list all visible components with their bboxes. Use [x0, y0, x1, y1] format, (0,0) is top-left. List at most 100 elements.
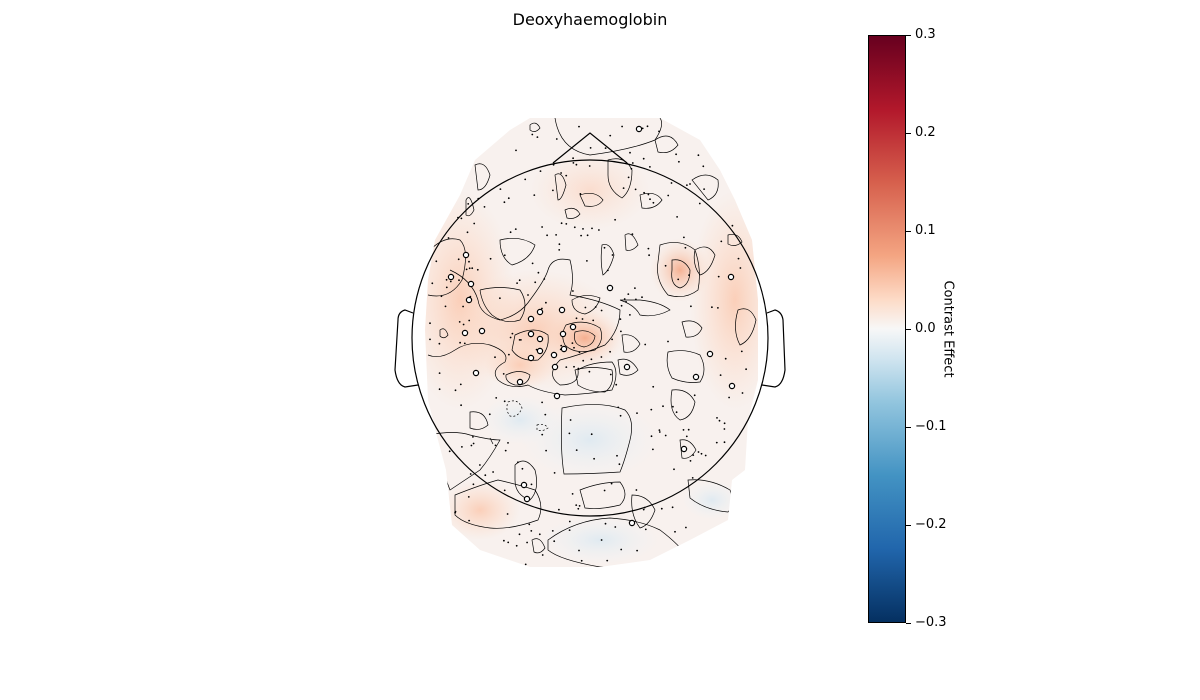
- colorbar-label: Contrast Effect: [940, 280, 956, 378]
- highlighted-channel: [536, 308, 544, 316]
- highlighted-channel: [727, 273, 735, 281]
- sensor-dot: [620, 330, 622, 333]
- sensor-dot: [435, 204, 437, 207]
- sensor-dot: [541, 554, 544, 556]
- sensor-dot: [471, 267, 474, 270]
- highlighted-channel: [558, 306, 566, 314]
- colorbar-tick: [906, 329, 911, 330]
- sensor-dot: [511, 332, 514, 335]
- sensor-dot: [604, 147, 607, 150]
- sensor-dot: [454, 389, 457, 392]
- sensor-dot: [662, 405, 664, 408]
- sensor-dot: [617, 406, 620, 409]
- sensor-dot: [541, 433, 544, 436]
- sensor-dot: [697, 451, 700, 453]
- highlighted-channel: [520, 481, 528, 489]
- sensor-dot: [619, 414, 622, 417]
- sensor-dot: [503, 539, 505, 542]
- sensor-dot: [434, 470, 437, 472]
- sensor-dot: [609, 350, 611, 353]
- sensor-dot: [616, 454, 618, 457]
- sensor-dot: [466, 231, 469, 234]
- sensor-dot: [636, 412, 638, 414]
- sensor-dot: [625, 300, 627, 303]
- sensor-dot: [688, 274, 690, 276]
- highlighted-channel: [606, 284, 614, 292]
- sensor-dot: [667, 194, 670, 197]
- sensor-dot: [527, 294, 529, 296]
- sensor-dot: [484, 557, 487, 560]
- sensor-dot: [565, 223, 568, 225]
- sensor-dot: [467, 203, 470, 205]
- right-ear: [761, 309, 786, 388]
- colorbar-tick-label: −0.3: [915, 615, 947, 630]
- sensor-dot: [728, 396, 730, 399]
- sensor-dot: [631, 233, 634, 236]
- sensor-dot: [594, 306, 597, 308]
- sensor-dot: [467, 496, 470, 498]
- sensor-dot: [536, 136, 539, 139]
- sensor-dot: [486, 146, 489, 148]
- sensor-dot: [670, 182, 673, 184]
- sensor-dot: [483, 125, 486, 128]
- sensor-dot: [499, 188, 502, 191]
- sensor-dot: [675, 153, 677, 156]
- highlighted-channel: [462, 251, 470, 259]
- sensor-dot: [449, 280, 452, 283]
- sensor-dot: [718, 419, 721, 422]
- sensor-dot: [664, 264, 667, 267]
- sensor-dot: [455, 531, 457, 534]
- highlighted-channel: [527, 354, 535, 362]
- sensor-dot: [627, 293, 630, 295]
- colorbar-tick-label: −0.1: [915, 419, 947, 434]
- sensor-dot: [641, 296, 643, 299]
- sensor-dot: [600, 309, 603, 312]
- sensor-dot: [619, 318, 622, 320]
- sensor-dot: [741, 392, 744, 394]
- sensor-dot: [579, 193, 582, 195]
- sensor-dot: [476, 268, 479, 271]
- sensor-dot: [560, 172, 562, 174]
- sensor-dot: [571, 342, 574, 344]
- sensor-dot: [577, 507, 580, 510]
- sensor-dot: [488, 413, 491, 416]
- sensor-dot: [600, 539, 603, 541]
- sensor-dot: [572, 290, 574, 292]
- sensor-dot: [577, 367, 580, 370]
- sensor-dot: [509, 231, 512, 234]
- sensor-dot: [469, 473, 472, 475]
- sensor-dot: [609, 134, 612, 137]
- sensor-dot: [575, 449, 578, 451]
- sensor-dot: [614, 526, 617, 528]
- highlighted-channels: [447, 125, 736, 527]
- sensor-dot: [537, 271, 540, 274]
- sensor-dot: [518, 279, 521, 282]
- sensor-dot: [720, 240, 723, 243]
- sensor-dot: [723, 422, 726, 425]
- sensor-dot: [534, 281, 537, 284]
- sensor-dot: [438, 372, 441, 374]
- sensor-dot: [443, 470, 445, 473]
- sensor-dot: [650, 435, 653, 438]
- sensor-dot: [584, 306, 587, 309]
- sensor-dot: [721, 170, 724, 173]
- highlighted-channel: [551, 363, 559, 371]
- sensor-dot: [518, 533, 521, 536]
- sensor-dot: [472, 436, 474, 438]
- sensor-dot: [456, 195, 459, 198]
- sensor-dot: [429, 338, 431, 341]
- sensor-dot: [737, 124, 740, 127]
- highlighted-channel: [527, 330, 535, 338]
- sensor-dot: [675, 411, 678, 414]
- colorbar-tick-label: 0.2: [915, 125, 936, 140]
- sensor-dot: [553, 540, 556, 543]
- sensor-dot: [445, 278, 448, 281]
- sensor-dot: [591, 227, 593, 230]
- sensor-dot: [649, 198, 651, 201]
- sensor-dot: [723, 441, 726, 444]
- sensor-dot: [492, 471, 494, 473]
- highlighted-channel: [553, 392, 561, 400]
- sensor-dot: [461, 446, 463, 448]
- sensor-dot: [573, 226, 576, 229]
- highlighted-channel: [728, 382, 736, 390]
